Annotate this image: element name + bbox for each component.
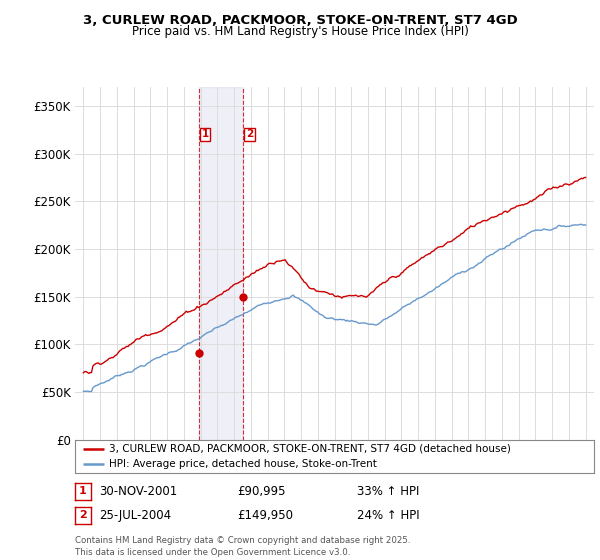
Text: 1: 1 bbox=[79, 486, 86, 496]
Bar bbox=[199, 87, 244, 440]
Text: 3, CURLEW ROAD, PACKMOOR, STOKE-ON-TRENT, ST7 4GD (detached house): 3, CURLEW ROAD, PACKMOOR, STOKE-ON-TRENT… bbox=[109, 444, 511, 454]
Text: 1: 1 bbox=[202, 129, 209, 139]
Text: 33% ↑ HPI: 33% ↑ HPI bbox=[357, 484, 419, 498]
Text: 24% ↑ HPI: 24% ↑ HPI bbox=[357, 508, 419, 522]
Text: 3, CURLEW ROAD, PACKMOOR, STOKE-ON-TRENT, ST7 4GD: 3, CURLEW ROAD, PACKMOOR, STOKE-ON-TRENT… bbox=[83, 14, 517, 27]
Text: Price paid vs. HM Land Registry's House Price Index (HPI): Price paid vs. HM Land Registry's House … bbox=[131, 25, 469, 38]
Text: 25-JUL-2004: 25-JUL-2004 bbox=[99, 508, 171, 522]
Text: 2: 2 bbox=[246, 129, 253, 139]
Text: HPI: Average price, detached house, Stoke-on-Trent: HPI: Average price, detached house, Stok… bbox=[109, 459, 377, 469]
Text: £149,950: £149,950 bbox=[237, 508, 293, 522]
Text: Contains HM Land Registry data © Crown copyright and database right 2025.
This d: Contains HM Land Registry data © Crown c… bbox=[75, 536, 410, 557]
Text: 30-NOV-2001: 30-NOV-2001 bbox=[99, 484, 177, 498]
Text: 2: 2 bbox=[79, 510, 86, 520]
Text: £90,995: £90,995 bbox=[237, 484, 286, 498]
